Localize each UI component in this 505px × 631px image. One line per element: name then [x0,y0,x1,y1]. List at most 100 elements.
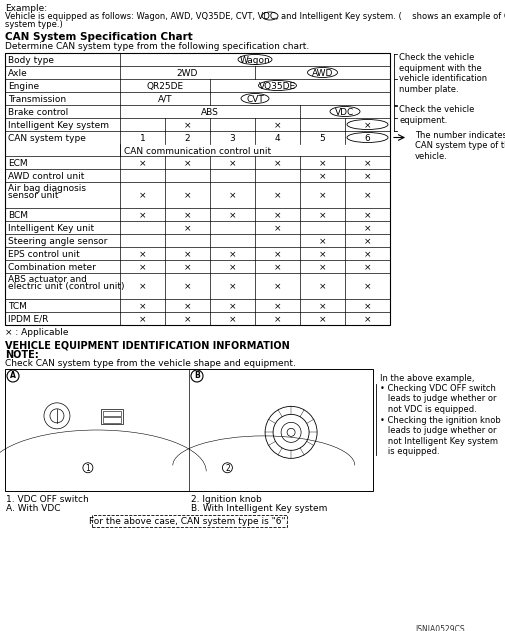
Text: 1: 1 [139,134,145,143]
Text: ×: × [184,211,191,220]
Text: ×: × [319,250,326,259]
Text: 1: 1 [85,464,90,473]
Text: CAN communication control unit: CAN communication control unit [124,147,271,156]
Text: ABS actuator and: ABS actuator and [8,275,87,284]
Text: ×: × [184,224,191,233]
Text: Check CAN system type from the vehicle shape and equipment.: Check CAN system type from the vehicle s… [5,359,296,368]
Text: In the above example,: In the above example, [380,374,475,383]
Text: AWD control unit: AWD control unit [8,172,84,181]
Text: Brake control: Brake control [8,108,68,117]
Text: For the above case, CAN system type is "6".: For the above case, CAN system type is "… [89,517,289,526]
Text: Wagon: Wagon [240,56,270,65]
Text: The number indicates the
CAN system type of the
vehicle.: The number indicates the CAN system type… [415,131,505,161]
Text: Check the vehicle
equipment with the
vehicle identification
number plate.: Check the vehicle equipment with the veh… [399,54,487,93]
Text: ×: × [364,121,371,130]
Text: ×: × [184,191,191,201]
Text: AWD: AWD [312,69,333,78]
Text: ×: × [274,250,281,259]
Text: 2: 2 [185,134,190,143]
Text: ×: × [319,237,326,246]
Text: ×: × [184,263,191,272]
Text: ×: × [319,283,326,292]
Bar [5,53,390,325]
Text: • Checking the ignition knob
   leads to judge whether or
   not Intelligent Key: • Checking the ignition knob leads to ju… [380,416,501,456]
Text: 1. VDC OFF switch: 1. VDC OFF switch [6,495,89,504]
Text: system type.): system type.) [5,20,63,29]
Text: IPDM E/R: IPDM E/R [8,315,48,324]
Text: ×: × [319,315,326,324]
Text: 2. Ignition knob: 2. Ignition knob [191,495,262,504]
Text: A: A [10,371,16,380]
Text: ×: × [364,172,371,181]
Text: ×: × [184,302,191,311]
Text: ×: × [184,315,191,324]
Text: ×: × [184,121,191,130]
Text: JSNIA0529CS: JSNIA0529CS [415,625,465,631]
Text: B. With Intelligent Key system: B. With Intelligent Key system [191,504,327,513]
Text: Example:: Example: [5,4,47,13]
Text: ×: × [274,315,281,324]
Text: ×: × [364,237,371,246]
Text: ×: × [139,315,146,324]
Text: ×: × [319,191,326,201]
Text: ×: × [139,302,146,311]
Text: ×: × [229,302,236,311]
Text: VQ35DE: VQ35DE [259,82,296,91]
Text: B: B [194,371,200,380]
Text: Steering angle sensor: Steering angle sensor [8,237,108,246]
Text: VEHICLE EQUIPMENT IDENTIFICATION INFORMATION: VEHICLE EQUIPMENT IDENTIFICATION INFORMA… [5,340,290,350]
Text: ×: × [229,315,236,324]
Bar [103,417,121,423]
Text: ×: × [274,263,281,272]
Text: ×: × [229,191,236,201]
Text: VDC: VDC [335,108,355,117]
Text: ×: × [364,250,371,259]
Text: ×: × [319,263,326,272]
Text: ×: × [364,191,371,201]
Text: TCM: TCM [8,302,27,311]
Text: ×: × [364,211,371,220]
Text: • Checking VDC OFF switch
   leads to judge whether or
   not VDC is equipped.: • Checking VDC OFF switch leads to judge… [380,384,496,414]
Text: A. With VDC: A. With VDC [6,504,61,513]
Text: ×: × [139,211,146,220]
Text: Body type: Body type [8,56,54,65]
Text: ×: × [274,121,281,130]
Text: electric unit (control unit): electric unit (control unit) [8,282,125,291]
Text: EPS control unit: EPS control unit [8,250,80,259]
Text: ×: × [274,224,281,233]
Text: ×: × [139,263,146,272]
Text: ×: × [274,159,281,168]
Text: ×: × [319,172,326,181]
Text: ×: × [229,159,236,168]
Text: sensor unit: sensor unit [8,191,59,200]
Text: Check the vehicle
equipment.: Check the vehicle equipment. [399,105,474,125]
Text: Engine: Engine [8,82,39,91]
Text: ABS: ABS [201,108,219,117]
Text: CAN system type: CAN system type [8,134,86,143]
Bar [100,409,123,424]
Text: ×: × [139,159,146,168]
Text: A/T: A/T [158,95,172,104]
Text: Combination meter: Combination meter [8,263,96,272]
Text: QR25DE: QR25DE [146,82,183,91]
Text: ×: × [229,250,236,259]
Text: 5: 5 [320,134,325,143]
Bar [103,411,121,416]
Text: 4: 4 [275,134,280,143]
Text: ×: × [319,302,326,311]
Text: ×: × [319,159,326,168]
Text: ×: × [319,211,326,220]
Text: ×: × [184,250,191,259]
Text: 2WD: 2WD [177,69,198,78]
Text: × : Applicable: × : Applicable [5,328,69,337]
Text: ×: × [364,159,371,168]
Text: ×: × [139,250,146,259]
Text: Air bag diagnosis: Air bag diagnosis [8,184,86,193]
Text: ×: × [364,315,371,324]
Text: ×: × [184,283,191,292]
Text: Vehicle is equipped as follows: Wagon, AWD, VQ35DE, CVT, VDC, and Intelligent Ke: Vehicle is equipped as follows: Wagon, A… [5,12,505,21]
Text: ×: × [364,283,371,292]
Text: 6: 6 [365,134,370,143]
Text: NOTE:: NOTE: [5,350,39,360]
Text: ×: × [229,283,236,292]
